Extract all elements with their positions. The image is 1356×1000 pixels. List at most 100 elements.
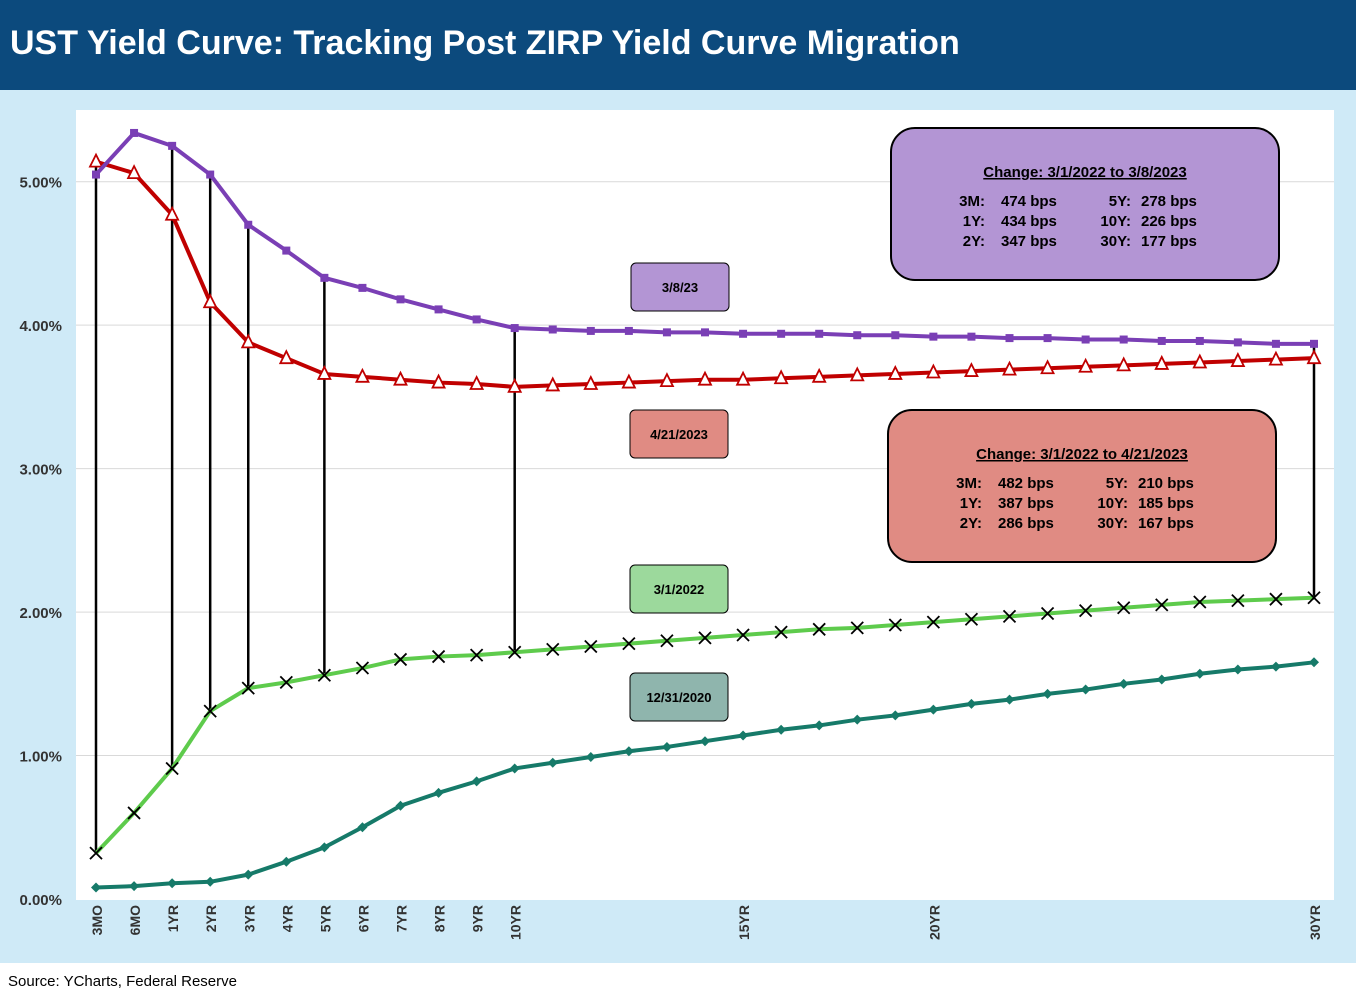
- series-label-boxes: 3/8/23 4/21/2023 3/1/2022 12/31/2020: [629, 262, 730, 722]
- series-3-8-23: [92, 128, 1318, 348]
- data-point: [700, 736, 710, 747]
- data-point: [1078, 604, 1093, 618]
- data-point: [814, 720, 825, 731]
- data-point: [739, 329, 748, 338]
- data-point: [661, 741, 672, 752]
- data-point: [1306, 349, 1322, 365]
- data-point: [244, 220, 253, 229]
- data-point: [698, 631, 712, 645]
- data-point: [1194, 668, 1205, 679]
- data-point: [358, 283, 367, 292]
- change-box-cell: 474 bps: [1001, 193, 1057, 210]
- data-point: [928, 704, 939, 715]
- data-point: [1307, 591, 1321, 605]
- change-box-cell: 10Y:: [1100, 213, 1131, 230]
- data-point: [92, 170, 100, 179]
- change-box-cell: 30Y:: [1097, 515, 1128, 532]
- series-4-21-2023: [88, 152, 1322, 393]
- data-point: [1118, 678, 1129, 689]
- source-note: Source: YCharts, Federal Reserve: [8, 973, 237, 990]
- x-tick-label: 10YR: [508, 905, 524, 940]
- data-point: [1193, 595, 1207, 609]
- data-point: [887, 364, 903, 380]
- data-point: [849, 366, 865, 382]
- change-box: Change: 3/1/2022 to 4/21/2023 3M: 482 bps 5…: [887, 409, 1277, 563]
- change-annotation-boxes: Change: 3/1/2022 to 3/8/2023 3M: 474 bps 5Y…: [887, 127, 1280, 563]
- chart-area: 0.00% 1.00% 2.00% 3.00% 4.00% 5.00% 3MO 6MO 1YR…: [0, 90, 1356, 963]
- change-box-cell: 278 bps: [1141, 193, 1197, 210]
- data-point: [963, 362, 979, 377]
- data-point: [583, 374, 599, 390]
- data-point: [317, 668, 332, 682]
- change-box-cell: 10Y:: [1097, 495, 1128, 512]
- change-box-cell: 1Y:: [963, 213, 985, 230]
- data-point: [393, 652, 408, 667]
- page-title: UST Yield Curve: Tracking Post ZIRP Yiel…: [10, 24, 960, 62]
- data-point: [1080, 684, 1091, 695]
- y-tick-label: 0.00%: [19, 892, 62, 909]
- data-point: [662, 328, 671, 337]
- data-point: [621, 373, 637, 389]
- change-box-cell: 210 bps: [1138, 475, 1194, 492]
- data-point: [1004, 694, 1015, 705]
- y-tick-label: 3.00%: [19, 462, 62, 479]
- data-point: [319, 842, 330, 853]
- y-axis-tick-labels: 0.00% 1.00% 2.00% 3.00% 4.00% 5.00%: [19, 175, 62, 909]
- change-box-cell: 5Y:: [1109, 193, 1131, 210]
- data-point: [355, 661, 370, 675]
- data-point: [1270, 661, 1281, 672]
- data-point: [967, 332, 976, 341]
- data-point: [622, 637, 636, 651]
- data-point: [1195, 336, 1204, 345]
- yield-curve-chart: 0.00% 1.00% 2.00% 3.00% 4.00% 5.00% 3MO 6MO 1YR…: [19, 110, 1334, 940]
- data-point: [1309, 657, 1319, 668]
- title-bar: UST Yield Curve: Tracking Post ZIRP Yiel…: [0, 0, 1356, 90]
- data-point: [1040, 606, 1055, 621]
- data-point: [281, 856, 292, 867]
- data-point: [697, 370, 713, 386]
- data-point: [433, 787, 444, 798]
- data-point: [1157, 336, 1166, 345]
- data-point: [393, 370, 408, 386]
- data-point: [624, 326, 633, 335]
- data-point: [773, 369, 789, 385]
- y-tick-label: 4.00%: [19, 318, 62, 335]
- data-point: [623, 746, 634, 757]
- data-point: [472, 315, 481, 324]
- data-point: [320, 273, 329, 282]
- data-point: [888, 618, 902, 632]
- change-box-title: Change: 3/1/2022 to 3/8/2023: [983, 164, 1186, 181]
- data-point: [165, 761, 179, 776]
- data-point: [812, 622, 826, 636]
- data-point: [164, 205, 180, 221]
- x-tick-label: 4YR: [279, 905, 295, 932]
- data-point: [925, 363, 941, 379]
- series-label-text: 3/8/23: [662, 280, 698, 295]
- data-point: [1002, 609, 1017, 624]
- data-point: [1269, 592, 1283, 606]
- data-point: [278, 349, 294, 365]
- series-label-box: 12/31/2020: [629, 672, 729, 722]
- data-point: [89, 846, 103, 860]
- change-box-cell: 226 bps: [1141, 213, 1197, 230]
- data-point: [584, 639, 598, 654]
- data-point: [1078, 357, 1094, 373]
- data-point: [1232, 664, 1243, 675]
- change-box-cell: 387 bps: [998, 495, 1054, 512]
- change-box-title: Change: 3/1/2022 to 4/21/2023: [976, 446, 1188, 463]
- data-point: [1002, 360, 1017, 376]
- data-point: [354, 367, 370, 383]
- data-point: [1155, 598, 1169, 612]
- data-point: [546, 642, 560, 657]
- data-point: [243, 869, 254, 880]
- y-tick-label: 2.00%: [19, 605, 62, 622]
- series-layer: [88, 128, 1322, 893]
- change-box-cell: 177 bps: [1141, 233, 1197, 250]
- data-point: [701, 328, 709, 337]
- data-point: [736, 628, 750, 642]
- drop-lines: [94, 145, 1316, 854]
- data-point: [1154, 354, 1170, 370]
- data-point: [508, 645, 522, 659]
- data-point: [203, 704, 217, 718]
- data-point: [1231, 593, 1245, 608]
